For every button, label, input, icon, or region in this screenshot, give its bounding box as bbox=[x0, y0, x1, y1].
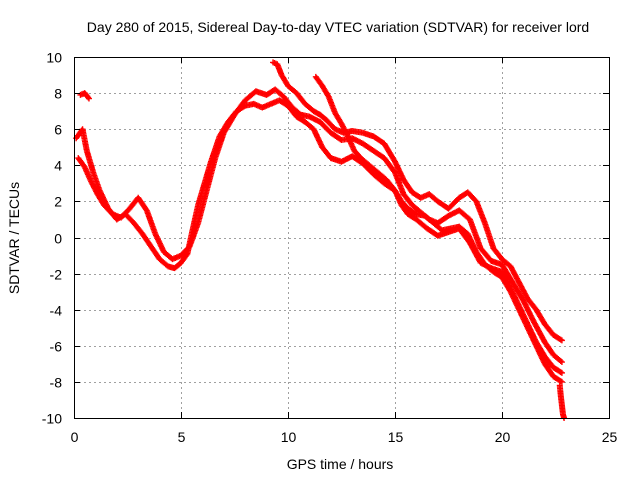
data-point bbox=[557, 369, 564, 376]
y-tick-label: -8 bbox=[50, 375, 63, 391]
x-tick-label: 15 bbox=[388, 429, 404, 445]
y-tick-label: 4 bbox=[54, 158, 62, 174]
data-point bbox=[85, 94, 92, 101]
x-axis-title: GPS time / hours bbox=[287, 456, 394, 472]
data-point bbox=[558, 378, 565, 385]
series-track-2 bbox=[75, 86, 565, 366]
data-point bbox=[557, 336, 564, 343]
y-tick-label: -10 bbox=[42, 411, 62, 427]
y-tick-label: 8 bbox=[54, 86, 62, 102]
chart-title: Day 280 of 2015, Sidereal Day-to-day VTE… bbox=[87, 19, 589, 35]
data-point bbox=[558, 359, 565, 366]
points-layer bbox=[73, 59, 568, 421]
data-point bbox=[557, 358, 564, 365]
y-tick-label: 10 bbox=[46, 50, 62, 66]
y-tick-label: 2 bbox=[54, 194, 62, 210]
x-tick-label: 0 bbox=[71, 429, 79, 445]
y-tick-label: 0 bbox=[54, 231, 62, 247]
data-point bbox=[558, 369, 565, 376]
series-track-3 bbox=[77, 59, 565, 344]
x-tick-label: 25 bbox=[602, 429, 618, 445]
grid-layer bbox=[74, 57, 609, 418]
y-tick-label: -2 bbox=[50, 267, 63, 283]
y-axis-title: SDTVAR / TECUs bbox=[6, 182, 22, 294]
x-tick-label: 20 bbox=[495, 429, 511, 445]
y-tick-label: -4 bbox=[50, 303, 63, 319]
data-point bbox=[558, 337, 565, 344]
data-point bbox=[557, 378, 564, 385]
y-tick-label: 6 bbox=[54, 122, 62, 138]
ticks-layer: 0 5 10 15 20 25 -10 -8 -6 -4 -2 0 2 4 6 8 10 bbox=[42, 50, 618, 446]
x-tick-label: 5 bbox=[178, 429, 186, 445]
y-tick-label: -6 bbox=[50, 339, 63, 355]
series-tail-drop bbox=[556, 382, 568, 421]
series-track-4 bbox=[312, 73, 565, 385]
data-point bbox=[85, 95, 92, 102]
x-tick-label: 10 bbox=[281, 429, 297, 445]
